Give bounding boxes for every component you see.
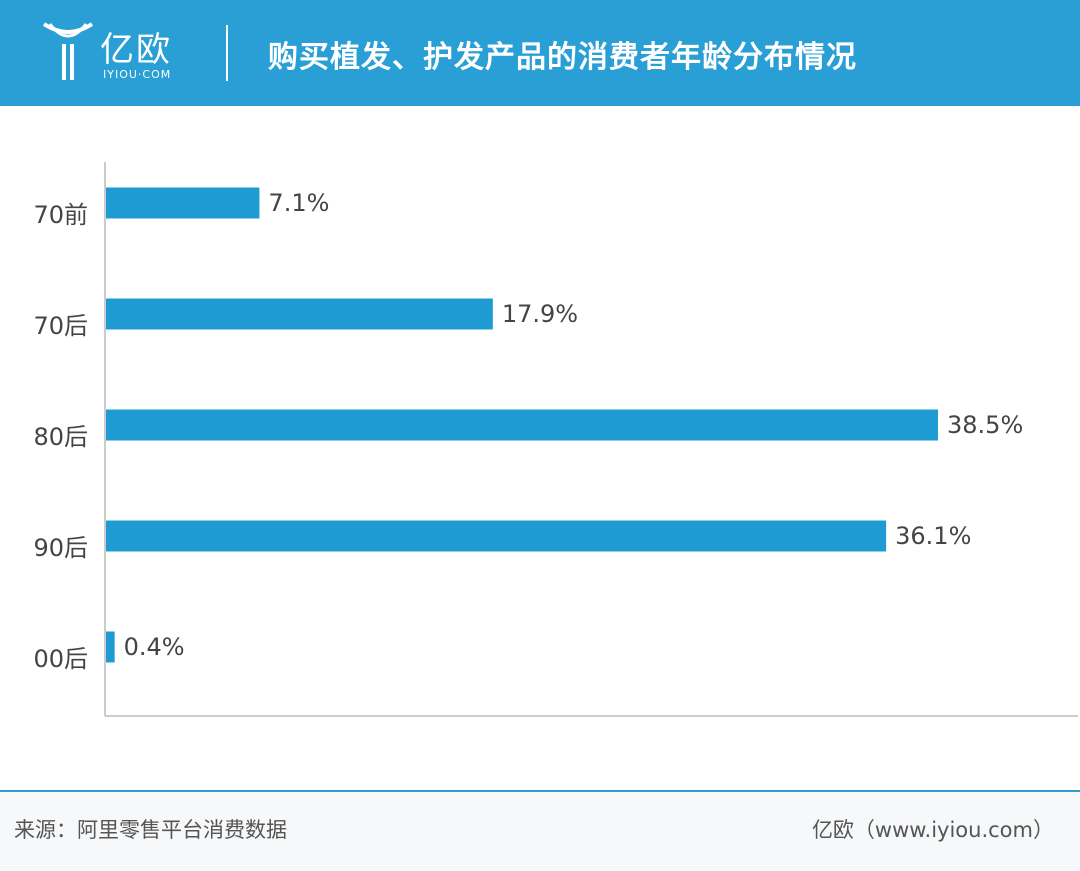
footer-rule	[0, 790, 1080, 792]
credit-note: 亿欧（www.iyiou.com）	[811, 818, 1054, 842]
bar-2	[106, 298, 493, 330]
value-label: 17.9%	[502, 300, 578, 328]
value-label: 0.4%	[124, 633, 185, 661]
value-label: 36.1%	[895, 522, 971, 550]
page-title: 购买植发、护发产品的消费者年龄分布情况	[268, 40, 857, 75]
header-banner: 亿欧 IYIOU·COM 购买植发、护发产品的消费者年龄分布情况	[0, 0, 1080, 106]
footer: 来源：阿里零售平台消费数据 亿欧（www.iyiou.com）	[0, 792, 1080, 871]
bar-4	[106, 520, 887, 552]
axes-layer	[104, 162, 1078, 717]
value-label: 38.5%	[947, 411, 1023, 439]
source-note: 来源：阿里零售平台消费数据	[14, 818, 287, 842]
bar-1	[106, 187, 260, 219]
value-label: 7.1%	[268, 189, 329, 217]
logo-text: 亿欧	[100, 30, 172, 70]
header-divider	[226, 25, 228, 81]
bar-3	[106, 409, 938, 441]
category-label: 00后	[33, 645, 88, 673]
bars-layer: 70前 7.1% 70后 17.9% 80后 38.5% 90后 36.1% 00后 0.4%	[33, 187, 1023, 673]
category-label: 90后	[33, 534, 88, 562]
category-label: 80后	[33, 423, 88, 451]
category-label: 70后	[33, 312, 88, 340]
yiou-logo-icon	[42, 22, 94, 80]
category-label: 70前	[33, 201, 88, 229]
age-distribution-bar-chart: 70前 7.1% 70后 17.9% 80后 38.5% 90后 36.1% 00后 0.4%	[33, 162, 1078, 717]
logo-subtext: IYIOU·COM	[103, 68, 172, 81]
bar-5	[106, 631, 115, 663]
